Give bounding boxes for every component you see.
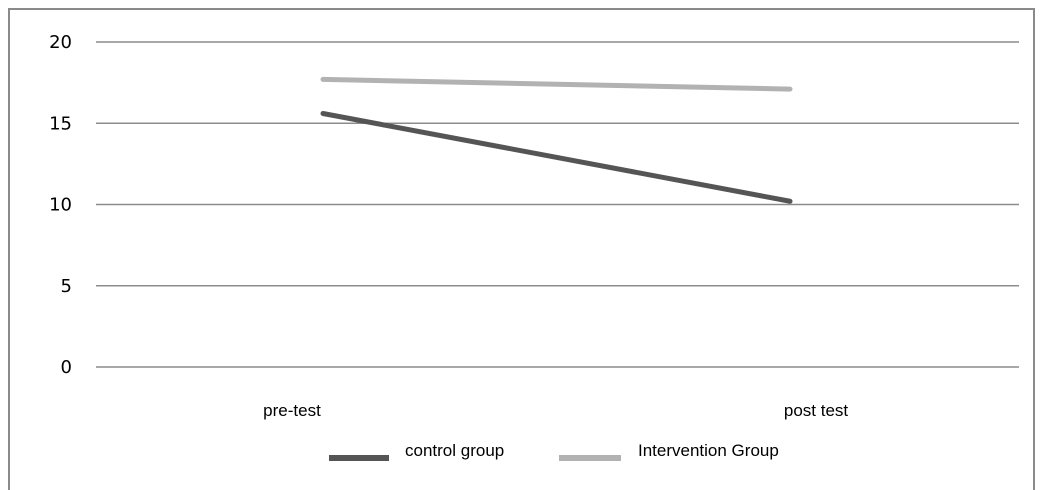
legend: control group Intervention Group: [329, 441, 779, 461]
series-line-intervention-group: [320, 76, 793, 92]
y-tick-label: 0: [61, 357, 72, 378]
series-lines: [320, 76, 793, 204]
y-tick-label: 20: [49, 32, 72, 53]
series-line-control-group: [320, 111, 793, 204]
y-axis-ticks: 0 5 10 15 20: [49, 32, 72, 378]
y-tick-label: 5: [61, 276, 72, 297]
gridlines: [96, 41, 1019, 368]
x-tick-label: pre-test: [263, 401, 321, 420]
y-tick-label: 10: [49, 195, 72, 216]
legend-label: control group: [405, 441, 504, 460]
y-tick-label: 15: [49, 113, 72, 134]
chart-frame: [8, 8, 1035, 490]
legend-label: Intervention Group: [638, 441, 779, 460]
x-tick-label: post test: [784, 401, 849, 420]
x-axis-ticks: pre-test post test: [263, 401, 848, 420]
